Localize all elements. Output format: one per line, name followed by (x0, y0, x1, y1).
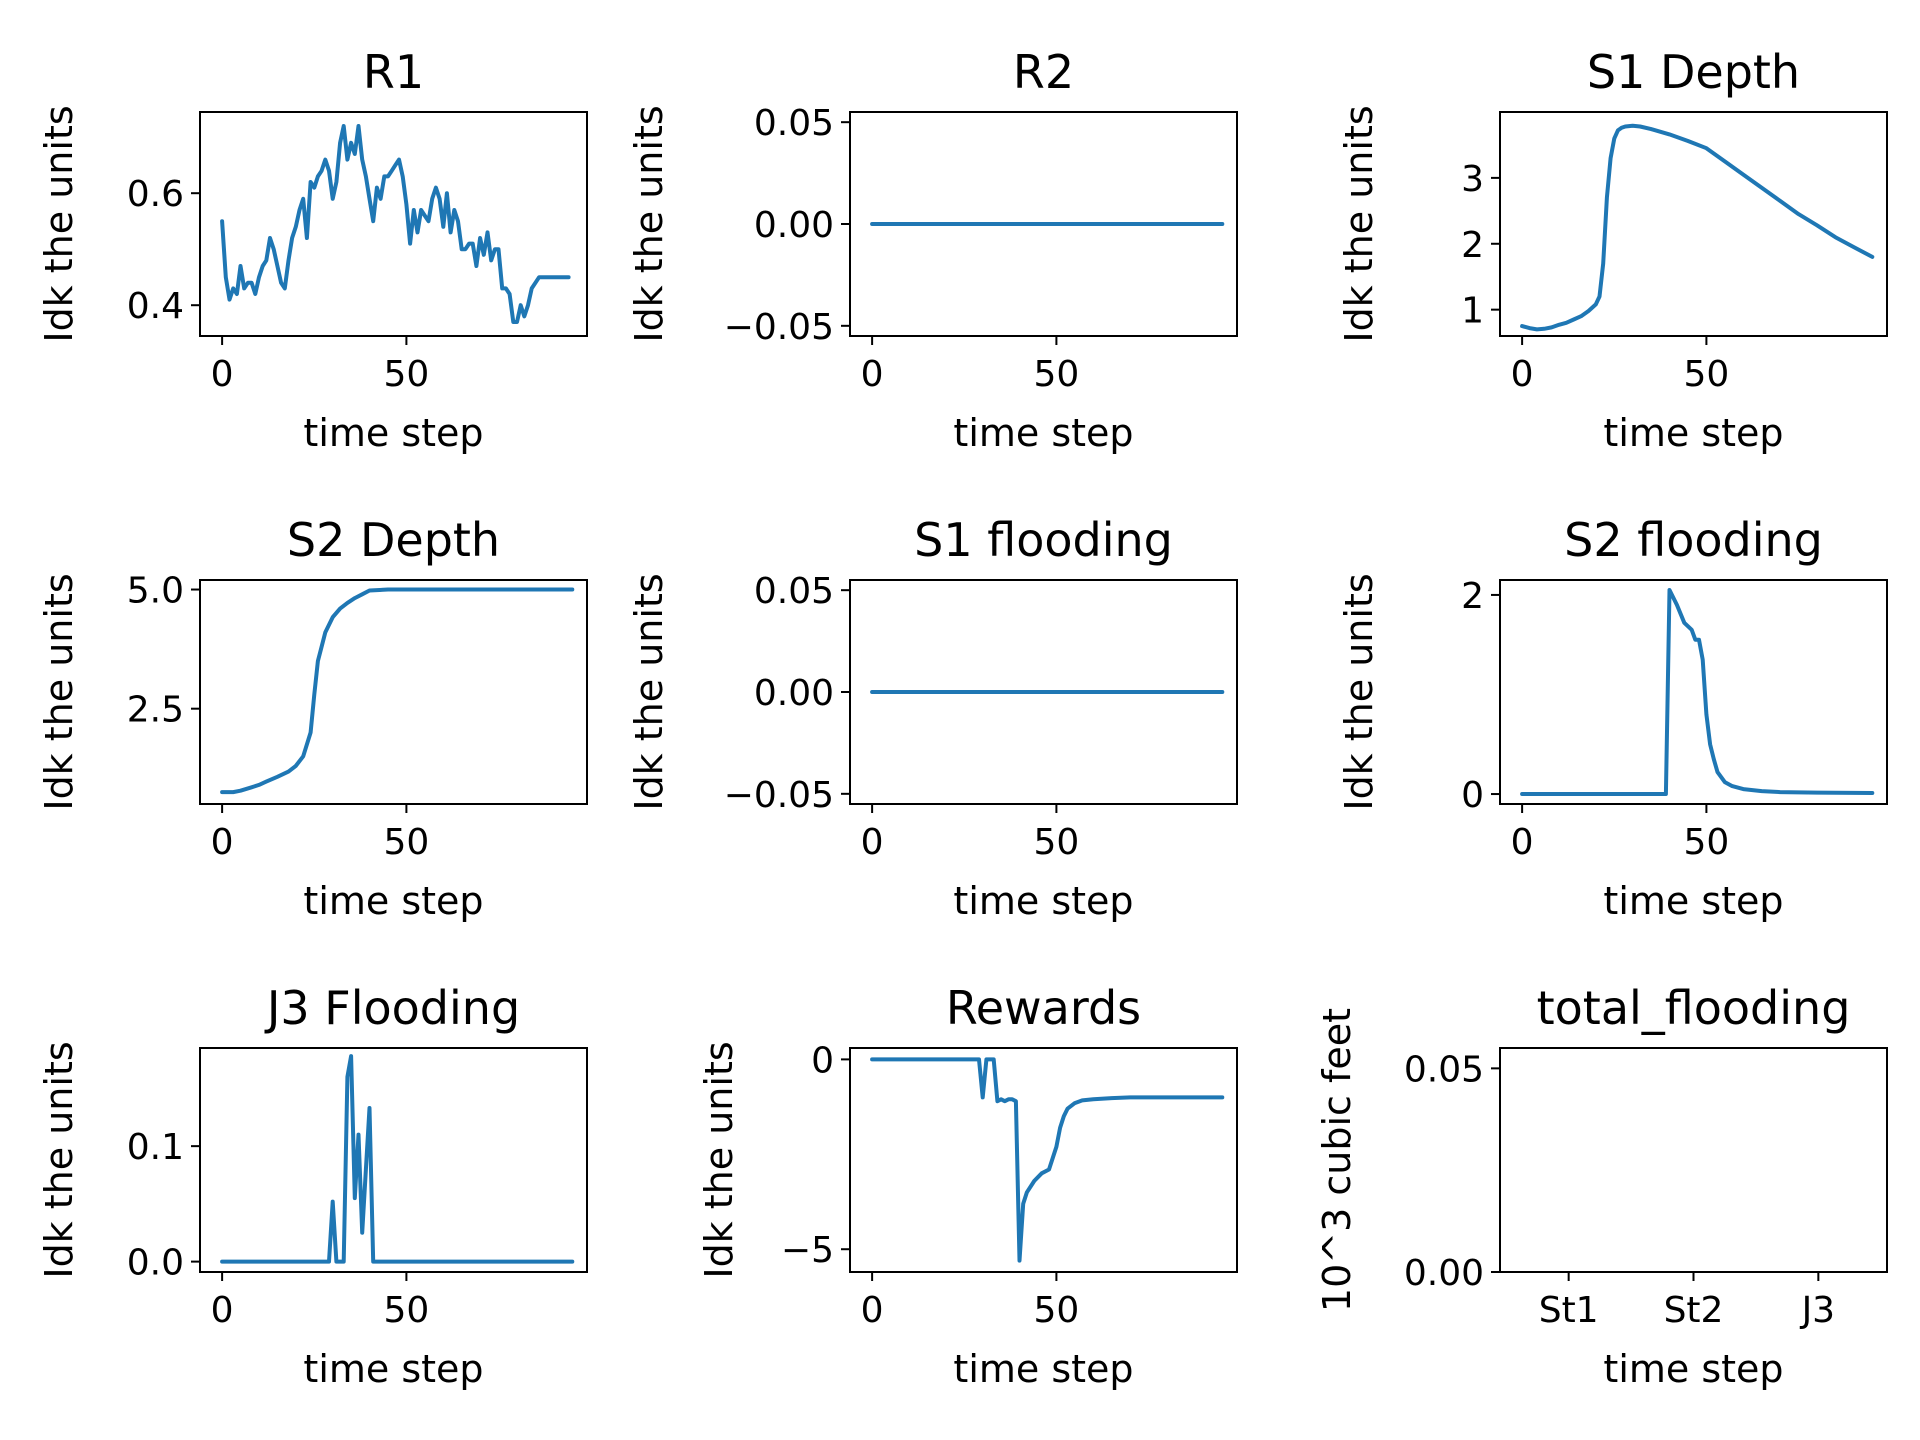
y-tick-label: 0.1 (127, 1127, 184, 1168)
x-axis-label: time step (953, 411, 1133, 455)
subplot-title: R1 (363, 45, 424, 99)
x-axis-label: time step (303, 411, 483, 455)
y-tick-label: 2.5 (127, 690, 184, 731)
axes-frame (1499, 579, 1888, 805)
y-tick-label: 0.0 (127, 1243, 184, 1284)
y-axis-label: Idk the units (1337, 105, 1381, 342)
axes-frame (1499, 1047, 1888, 1273)
x-axis-label: time step (303, 879, 483, 923)
subplot-title: S2 Depth (287, 513, 500, 567)
x-axis-label: time step (1603, 1347, 1783, 1391)
y-axis-label: Idk the units (627, 105, 671, 342)
subplot-1: R1 0 50 0.4 0.6 time step Idk the units (37, 45, 588, 455)
series-line (220, 587, 575, 795)
y-axis-label: Idk the units (1337, 573, 1381, 810)
y-tick-label: 1 (1461, 291, 1484, 332)
x-tick-label: 0 (1511, 354, 1534, 395)
x-tick-label: 50 (383, 354, 429, 395)
subplot-title: J3 Flooding (264, 981, 520, 1035)
x-axis-label: time step (953, 1347, 1133, 1391)
y-tick-label: 0.00 (754, 205, 834, 246)
series-line (220, 124, 571, 324)
y-tick-label: 0.05 (754, 103, 834, 144)
x-tick-label: 0 (861, 822, 884, 863)
x-tick-label: J3 (1800, 1290, 1836, 1331)
x-axis-label: time step (1603, 879, 1783, 923)
x-axis-label: time step (1603, 411, 1783, 455)
axes-frame (849, 1047, 1238, 1273)
y-tick-label: 0.6 (127, 174, 184, 215)
y-tick-label: −5 (781, 1230, 834, 1271)
subplot-2: R2 0 50 −0.05 0.00 0.05 time step Idk the units (627, 45, 1238, 455)
y-axis-label: 10^3 cubic feet (1315, 1008, 1359, 1312)
y-tick-label: 0 (1461, 775, 1484, 816)
series-line (1520, 123, 1875, 332)
x-tick-label: 50 (1033, 354, 1079, 395)
x-tick-label: 0 (1511, 822, 1534, 863)
axes-frame (199, 111, 588, 337)
series-line (1520, 588, 1875, 796)
subplot-9: total_flooding St1 St2 J3 0.00 0.05 time step 1… (1315, 981, 1888, 1391)
axes-frame (199, 1047, 588, 1273)
x-tick-label: St1 (1539, 1290, 1599, 1331)
axes-frame (1499, 111, 1888, 337)
subplot-title: S1 Depth (1587, 45, 1800, 99)
x-tick-label: 0 (861, 354, 884, 395)
y-axis-label: Idk the units (627, 573, 671, 810)
subplot-4: S2 Depth 0 50 2.5 5.0 time step Idk the units (37, 513, 588, 923)
x-tick-label: 50 (1033, 822, 1079, 863)
y-axis-label: Idk the units (37, 573, 81, 810)
y-tick-label: −0.05 (724, 307, 834, 348)
subplot-title: S1 flooding (914, 513, 1173, 567)
x-tick-label: 0 (211, 822, 234, 863)
y-tick-label: 0.05 (754, 571, 834, 612)
subplot-3: S1 Depth 0 50 1 2 3 time step Idk the units (1337, 45, 1888, 455)
y-tick-label: 2 (1461, 576, 1484, 617)
y-axis-label: Idk the units (37, 105, 81, 342)
y-axis-label: Idk the units (697, 1041, 741, 1278)
x-axis-label: time step (953, 879, 1133, 923)
x-tick-label: 0 (861, 1290, 884, 1331)
x-tick-label: 50 (1683, 354, 1729, 395)
subplot-title: Rewards (946, 981, 1141, 1035)
x-axis-label: time step (303, 1347, 483, 1391)
y-tick-label: 0 (811, 1040, 834, 1081)
subplot-title: S2 flooding (1564, 513, 1823, 567)
y-tick-label: 0.05 (1404, 1049, 1484, 1090)
subplot-title: total_flooding (1537, 981, 1851, 1035)
x-tick-label: 50 (1683, 822, 1729, 863)
y-tick-label: 3 (1461, 159, 1484, 200)
y-tick-label: 2 (1461, 225, 1484, 266)
subplot-8: Rewards 0 50 −5 0 time step Idk the units (697, 981, 1238, 1391)
x-tick-label: St2 (1664, 1290, 1724, 1331)
subplot-title: R2 (1013, 45, 1074, 99)
y-tick-label: −0.05 (724, 775, 834, 816)
x-tick-label: 50 (383, 1290, 429, 1331)
y-tick-label: 0.4 (127, 286, 184, 327)
subplot-6: S2 flooding 0 50 0 2 time step Idk the units (1337, 513, 1888, 923)
x-tick-label: 50 (1033, 1290, 1079, 1331)
x-tick-label: 0 (211, 1290, 234, 1331)
y-axis-label: Idk the units (37, 1041, 81, 1278)
subplot-5: S1 flooding 0 50 −0.05 0.00 0.05 time step Idk … (627, 513, 1238, 923)
y-tick-label: 5.0 (127, 571, 184, 612)
x-tick-label: 50 (383, 822, 429, 863)
x-tick-label: 0 (211, 354, 234, 395)
subplot-7: J3 Flooding 0 50 0.0 0.1 time step Idk the uni… (37, 981, 588, 1391)
series-line (220, 1054, 575, 1264)
axes-frame (199, 579, 588, 805)
y-tick-label: 0.00 (1404, 1253, 1484, 1294)
series-line (870, 1057, 1225, 1263)
y-tick-label: 0.00 (754, 673, 834, 714)
